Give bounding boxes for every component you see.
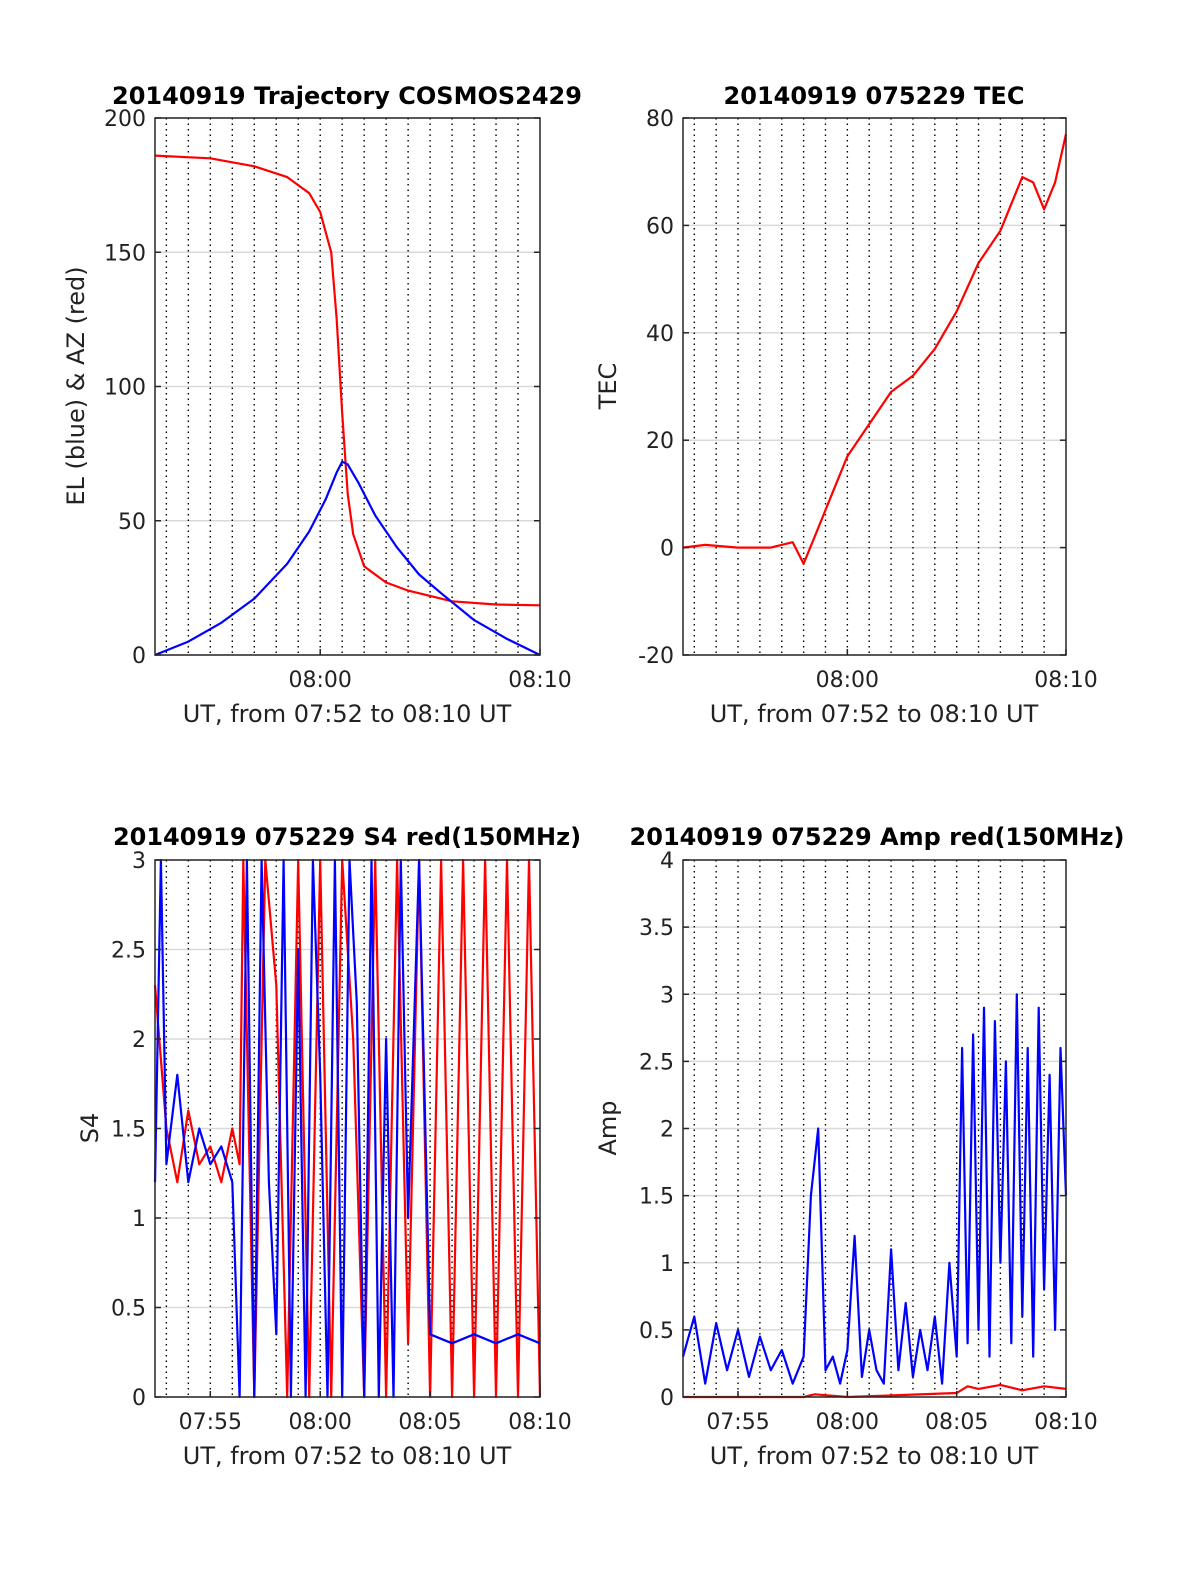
amp-xtick-label: 08:00 — [816, 1410, 879, 1435]
amp-ytick-label: 1 — [660, 1252, 674, 1277]
tec-xlabel: UT, from 07:52 to 08:10 UT — [710, 700, 1039, 728]
s4-xtick-label: 08:05 — [398, 1410, 461, 1435]
s4-panel: 20140919 075229 S4 red(150MHz) UT, from … — [76, 823, 581, 1470]
s4-ytick-label: 3 — [132, 849, 146, 874]
amp-xtick-label: 08:05 — [925, 1410, 988, 1435]
amp-xtick-label: 07:55 — [706, 1410, 769, 1435]
trajectory-xlabel: UT, from 07:52 to 08:10 UT — [183, 700, 512, 728]
s4-ytick-label: 2.5 — [111, 939, 146, 964]
s4-xtick-label: 08:10 — [508, 1410, 571, 1435]
tec-series-tec — [682, 133, 1068, 565]
s4-series-s4_blue — [153, 858, 541, 1399]
amp-xlabel: UT, from 07:52 to 08:10 UT — [710, 1442, 1039, 1470]
s4-xlabel: UT, from 07:52 to 08:10 UT — [183, 1442, 512, 1470]
trajectory-ytick-label: 0 — [132, 644, 146, 669]
amp-ytick-label: 2 — [660, 1118, 674, 1143]
s4-plot: 0 0.5 1 1.5 2 2.5 3 07:55 08:00 08:05 08:10 — [111, 849, 572, 1435]
tec-xtick-label: 08:00 — [816, 668, 879, 693]
amp-series-amp_blue — [681, 993, 1068, 1385]
amp-ytick-label: 3.5 — [639, 916, 674, 941]
tec-plot: -20 0 20 40 60 80 08:00 08:10 — [638, 107, 1098, 693]
s4-ytick-label: 0 — [132, 1386, 146, 1411]
trajectory-series-az — [154, 154, 541, 607]
amp-ytick-label: 0 — [660, 1386, 674, 1411]
amp-ytick-label: 0.5 — [639, 1319, 674, 1344]
s4-ytick-label: 1 — [132, 1207, 146, 1232]
amp-plot: 0 0.5 1 1.5 2 2.5 3 3.5 4 07:55 08:00 08:05 08:10 — [639, 849, 1098, 1435]
trajectory-xtick-label: 08:00 — [289, 668, 352, 693]
tec-ytick-label: 0 — [660, 537, 674, 562]
s4-ytick-label: 2 — [132, 1028, 146, 1053]
tec-ytick-label: 20 — [646, 429, 674, 454]
trajectory-plot: 0 50 100 150 200 08:00 08:10 — [104, 107, 572, 693]
trajectory-series-el — [154, 460, 541, 657]
trajectory-ytick-label: 50 — [118, 510, 146, 535]
amp-ylabel: Amp — [594, 1100, 622, 1155]
trajectory-title: 20140919 Trajectory COSMOS2429 — [112, 82, 582, 110]
tec-title: 20140919 075229 TEC — [724, 82, 1025, 110]
amp-xtick-label: 08:10 — [1034, 1410, 1097, 1435]
tec-ytick-label: 40 — [646, 322, 674, 347]
tec-ylabel: TEC — [594, 363, 622, 411]
trajectory-panel: 20140919 Trajectory COSMOS2429 UT, from … — [62, 82, 582, 728]
s4-ylabel: S4 — [76, 1113, 104, 1144]
s4-title: 20140919 075229 S4 red(150MHz) — [113, 823, 581, 851]
amp-ytick-label: 4 — [660, 849, 674, 874]
s4-xtick-label: 08:00 — [289, 1410, 352, 1435]
tec-ytick-label: -20 — [638, 644, 674, 669]
amp-series-amp_red — [683, 1383, 1067, 1399]
trajectory-ylabel: EL (blue) & AZ (red) — [62, 266, 90, 505]
s4-ytick-label: 0.5 — [111, 1297, 146, 1322]
trajectory-ytick-label: 100 — [104, 376, 146, 401]
trajectory-ytick-label: 200 — [104, 107, 146, 132]
trajectory-xtick-label: 08:10 — [508, 668, 571, 693]
tec-axes-frame — [682, 117, 1067, 656]
amp-ytick-label: 2.5 — [639, 1050, 674, 1075]
amp-ytick-label: 1.5 — [639, 1185, 674, 1210]
amp-title: 20140919 075229 Amp red(150MHz) — [630, 823, 1125, 851]
tec-panel: 20140919 075229 TEC UT, from 07:52 to 08… — [594, 82, 1098, 728]
tec-xtick-label: 08:10 — [1034, 668, 1097, 693]
amp-panel: 20140919 075229 Amp red(150MHz) UT, from… — [594, 823, 1124, 1470]
s4-ytick-label: 1.5 — [111, 1118, 146, 1143]
amp-ytick-label: 3 — [660, 983, 674, 1008]
tec-ytick-label: 80 — [646, 107, 674, 132]
s4-xtick-label: 07:55 — [179, 1410, 242, 1435]
trajectory-ytick-label: 150 — [104, 241, 146, 266]
tec-ytick-label: 60 — [646, 214, 674, 239]
